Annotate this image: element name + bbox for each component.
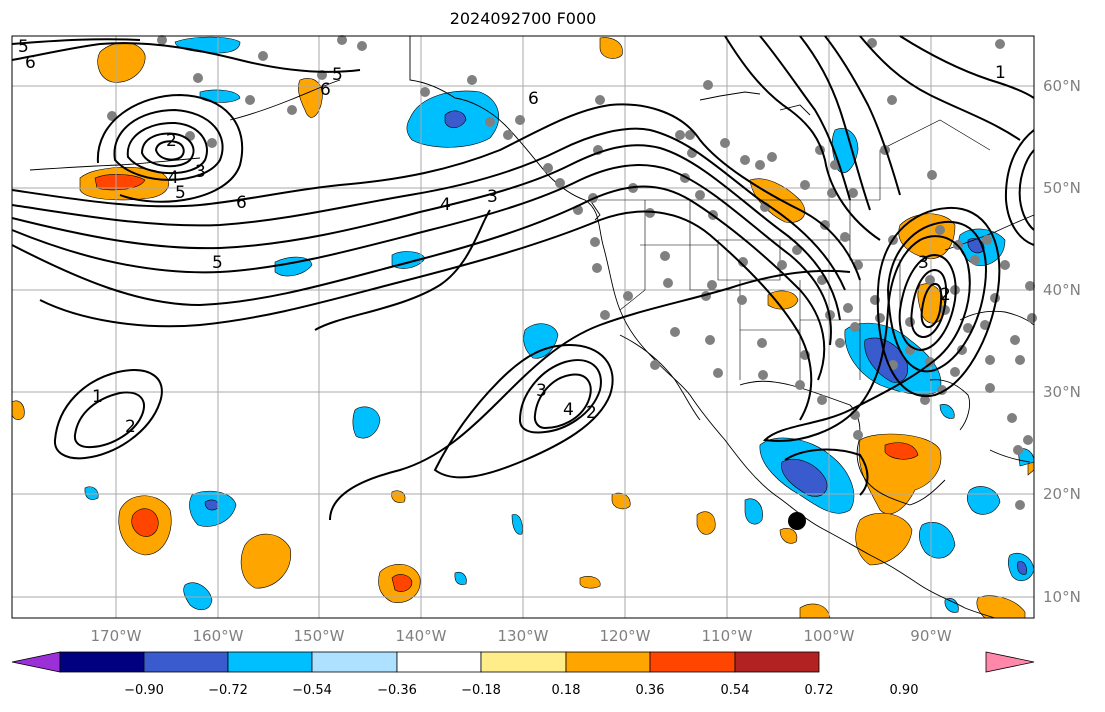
field-patch	[391, 574, 413, 592]
contour-label: 3	[918, 253, 929, 273]
field-patch	[779, 528, 798, 544]
field-patch	[84, 486, 99, 500]
contour-label: 4	[440, 195, 451, 215]
field-patch	[939, 404, 955, 419]
map-frame	[11, 35, 1035, 619]
colorbar-tick-label: −0.90	[124, 683, 164, 698]
colorbar-segment	[59, 651, 145, 673]
lat-label: 40°N	[1043, 281, 1081, 299]
field-patch	[298, 78, 323, 118]
colorbar-segment	[649, 651, 736, 673]
colorbar-max-extension	[985, 651, 1035, 673]
black-dot-marker	[788, 512, 806, 530]
colorbar-segment	[734, 651, 820, 673]
lon-label: 90°W	[910, 627, 952, 645]
field-patch	[131, 508, 159, 537]
colorbar-segment	[396, 651, 482, 673]
lon-label: 120°W	[599, 627, 651, 645]
colorbar-segment	[227, 651, 313, 673]
lon-label: 160°W	[192, 627, 244, 645]
field-patch	[919, 522, 956, 559]
lat-label: 60°N	[1043, 77, 1081, 95]
contour-label: 4	[563, 400, 574, 420]
colorbar-segment	[311, 651, 398, 673]
lon-label: 140°W	[395, 627, 447, 645]
contour-label: 5	[175, 183, 186, 203]
contour-label: 2	[586, 403, 597, 423]
colorbar-tick-label: −0.36	[377, 683, 417, 698]
field-patch	[523, 323, 559, 359]
contour-label: 2	[166, 131, 177, 151]
contour-labels: 5 6 5 6 2 3 4 5 6 6 4 3 5 1 2 3 4 2 3 2 …	[18, 37, 1006, 437]
field-patch	[696, 511, 716, 535]
contour-label: 3	[487, 187, 498, 207]
contour-lines	[11, 35, 1035, 521]
colorbar-tick-label: 0.54	[720, 683, 750, 698]
field-patch	[1017, 561, 1027, 575]
field-patch	[454, 571, 467, 585]
lon-label: 100°W	[803, 627, 855, 645]
lon-label: 150°W	[293, 627, 345, 645]
contour-label: 5	[332, 65, 343, 85]
contour-label: 5	[212, 253, 223, 273]
field-patch	[855, 512, 913, 566]
colorbar-tick-label: −0.72	[208, 683, 248, 698]
field-patch	[352, 406, 381, 439]
contour-label: 3	[536, 381, 547, 401]
contour-label: 2	[125, 417, 136, 437]
lat-label: 20°N	[1043, 485, 1081, 503]
contour-label: 4	[168, 168, 179, 188]
graticule	[12, 36, 1034, 618]
field-patch	[94, 174, 146, 191]
colorbar-segment	[565, 651, 651, 673]
field-patch	[444, 110, 467, 129]
lat-label: 50°N	[1043, 179, 1081, 197]
field-patch	[511, 514, 523, 535]
colorbar-tick-label: 0.36	[635, 683, 665, 698]
field-patch	[579, 576, 601, 589]
colorbar-tick-label: 0.72	[804, 683, 834, 698]
field-patch	[240, 533, 292, 589]
colorbar	[11, 651, 1035, 673]
field-patch	[744, 498, 763, 525]
contour-label: 5	[18, 37, 29, 57]
field-patch	[183, 582, 213, 610]
field-patch	[199, 89, 241, 103]
lat-label: 30°N	[1043, 383, 1081, 401]
colorbar-tick-label: −0.54	[292, 683, 332, 698]
contour-label: 2	[940, 285, 951, 305]
contour-label: 6	[25, 53, 36, 73]
contour-label: 6	[528, 89, 539, 109]
colorbar-segment	[143, 651, 229, 673]
colorbar-tick-label: 0.90	[889, 683, 919, 698]
contour-label: 1	[995, 63, 1006, 83]
field-patch	[599, 37, 623, 59]
field-patch	[884, 442, 919, 460]
field-patch	[611, 492, 631, 510]
map-title: 2024092700 F000	[449, 9, 597, 28]
lon-label: 170°W	[90, 627, 142, 645]
field-patch	[11, 400, 25, 420]
field-patch	[944, 598, 959, 613]
contour-label: 6	[236, 193, 247, 213]
lat-label: 10°N	[1043, 588, 1081, 606]
colorbar-tick-label: 0.18	[551, 683, 581, 698]
field-patch	[767, 290, 799, 310]
lon-label: 110°W	[701, 627, 753, 645]
lon-label: 130°W	[497, 627, 549, 645]
contour-label: 3	[195, 162, 206, 182]
colorbar-tick-label: −0.18	[461, 683, 501, 698]
contour-label: 6	[320, 80, 331, 100]
contour-label: 1	[92, 387, 103, 407]
colorbar-segment	[480, 651, 567, 673]
colorbar-min-extension	[11, 651, 61, 673]
